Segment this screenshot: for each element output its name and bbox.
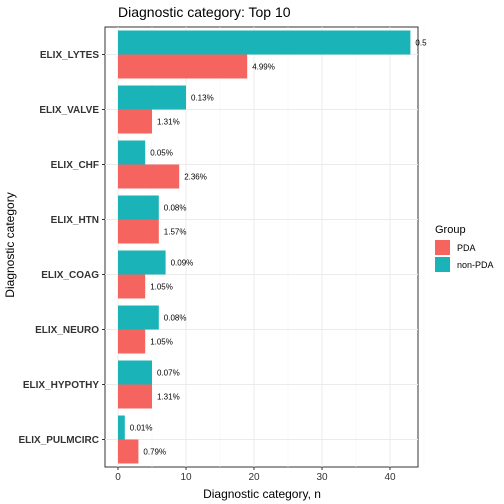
bar-label-non-pda: 0.5 (415, 39, 427, 48)
y-tick-label: ELIX_HYPOTHY (23, 380, 99, 391)
bar-non-pda (118, 305, 159, 330)
bar-pda (118, 219, 159, 244)
bar-label-non-pda: 0.01% (130, 424, 153, 433)
bar-label-non-pda: 0.07% (157, 369, 180, 378)
bar-pda (118, 329, 146, 354)
bar-label-non-pda: 0.08% (164, 204, 187, 213)
bar-non-pda (118, 30, 411, 55)
y-tick-label: ELIX_HTN (51, 215, 99, 226)
bar-label-pda: 4.99% (252, 63, 275, 72)
legend-title: Group (435, 224, 466, 236)
bar-pda (118, 109, 152, 134)
bar-pda (118, 54, 248, 79)
y-tick-label: ELIX_VALVE (39, 105, 99, 116)
bar-label-pda: 2.36% (184, 173, 207, 182)
bar-label-pda: 1.05% (150, 338, 173, 347)
x-tick-label: 0 (115, 472, 121, 483)
y-tick-label: ELIX_PULMCIRC (18, 435, 99, 446)
legend-label-non-pda: non-PDA (457, 260, 494, 270)
bar-pda (118, 164, 180, 189)
bar-label-non-pda: 0.09% (171, 259, 194, 268)
x-axis: 0 10 20 30 40 (115, 467, 396, 483)
bar-pda (118, 274, 146, 299)
bar-non-pda (118, 360, 152, 385)
bar-label-non-pda: 0.08% (164, 314, 187, 323)
y-tick-label: ELIX_COAG (41, 270, 99, 281)
bar-label-pda: 1.57% (164, 228, 187, 237)
x-tick-label: 20 (248, 472, 260, 483)
bar-label-pda: 0.79% (143, 448, 166, 457)
bar-label-non-pda: 0.13% (191, 94, 214, 103)
legend: Group PDA non-PDA (435, 224, 494, 272)
y-tick-label: ELIX_CHF (51, 160, 99, 171)
legend-label-pda: PDA (457, 243, 476, 253)
bar-non-pda (118, 415, 125, 440)
plot-panel: 0.5 4.99% 0.13% 1.31% 0.05% 2.36% 0.08% 1.57% 0.… (104, 26, 427, 468)
x-tick-label: 40 (384, 472, 396, 483)
bar-label-non-pda: 0.05% (150, 149, 173, 158)
bar-label-pda: 1.05% (150, 283, 173, 292)
legend-swatch-pda (435, 240, 450, 255)
legend-swatch-non-pda (435, 257, 450, 272)
bar-non-pda (118, 250, 166, 275)
bar-non-pda (118, 85, 186, 110)
y-tick-label: ELIX_NEURO (35, 325, 99, 336)
bar-label-pda: 1.31% (157, 118, 180, 127)
chart-title: Diagnostic category: Top 10 (118, 4, 291, 20)
x-axis-title: Diagnostic category, n (203, 487, 321, 501)
bar-non-pda (118, 140, 146, 165)
bar-pda (118, 384, 152, 409)
y-tick-label: ELIX_LYTES (40, 50, 99, 61)
bar-non-pda (118, 195, 159, 220)
bar-label-pda: 1.31% (157, 393, 180, 402)
y-axis-title: Diagnostic category (3, 192, 17, 297)
y-axis: ELIX_LYTES ELIX_VALVE ELIX_CHF ELIX_HTN ELIX… (18, 50, 105, 446)
x-tick-label: 30 (316, 472, 328, 483)
x-tick-label: 10 (180, 472, 192, 483)
bar-pda (118, 439, 139, 464)
